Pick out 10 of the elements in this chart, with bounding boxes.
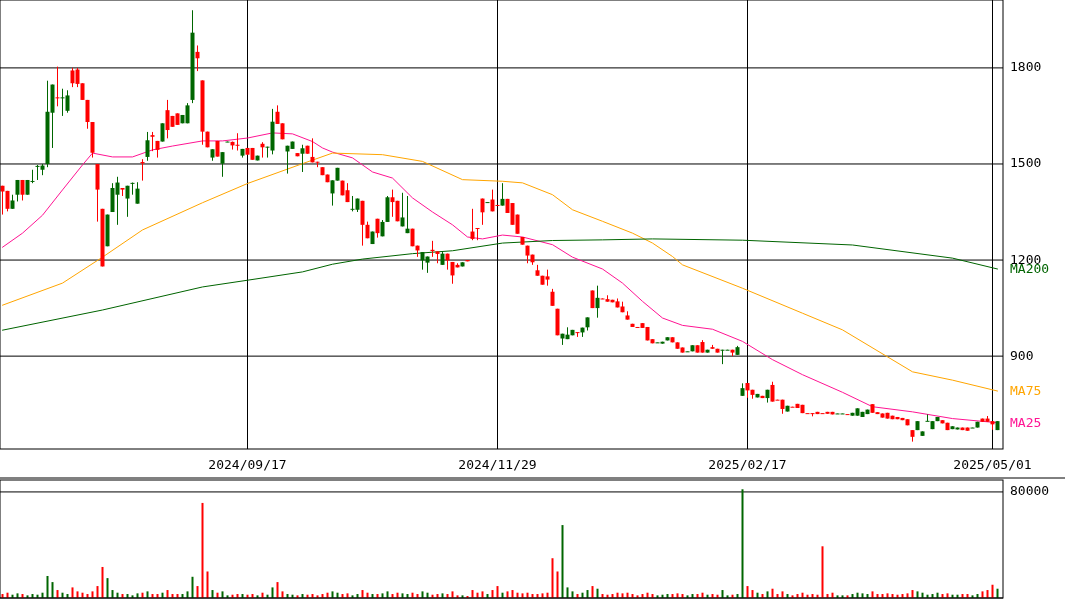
series-label: MA75 xyxy=(1010,383,1042,399)
x-tick-label: 2025/05/01 xyxy=(953,457,1032,472)
y-tick-label: 1800 xyxy=(1010,59,1042,75)
x-tick-label: 2024/11/29 xyxy=(458,457,537,472)
y-tick-label: 1500 xyxy=(1010,155,1042,171)
series-label: MA25 xyxy=(1010,414,1042,430)
x-tick-label: 2025/02/17 xyxy=(708,457,787,472)
x-tick-label: 2024/09/17 xyxy=(208,457,287,472)
y-tick-label: 80000 xyxy=(1010,483,1050,499)
y-tick-label: 900 xyxy=(1010,347,1034,363)
